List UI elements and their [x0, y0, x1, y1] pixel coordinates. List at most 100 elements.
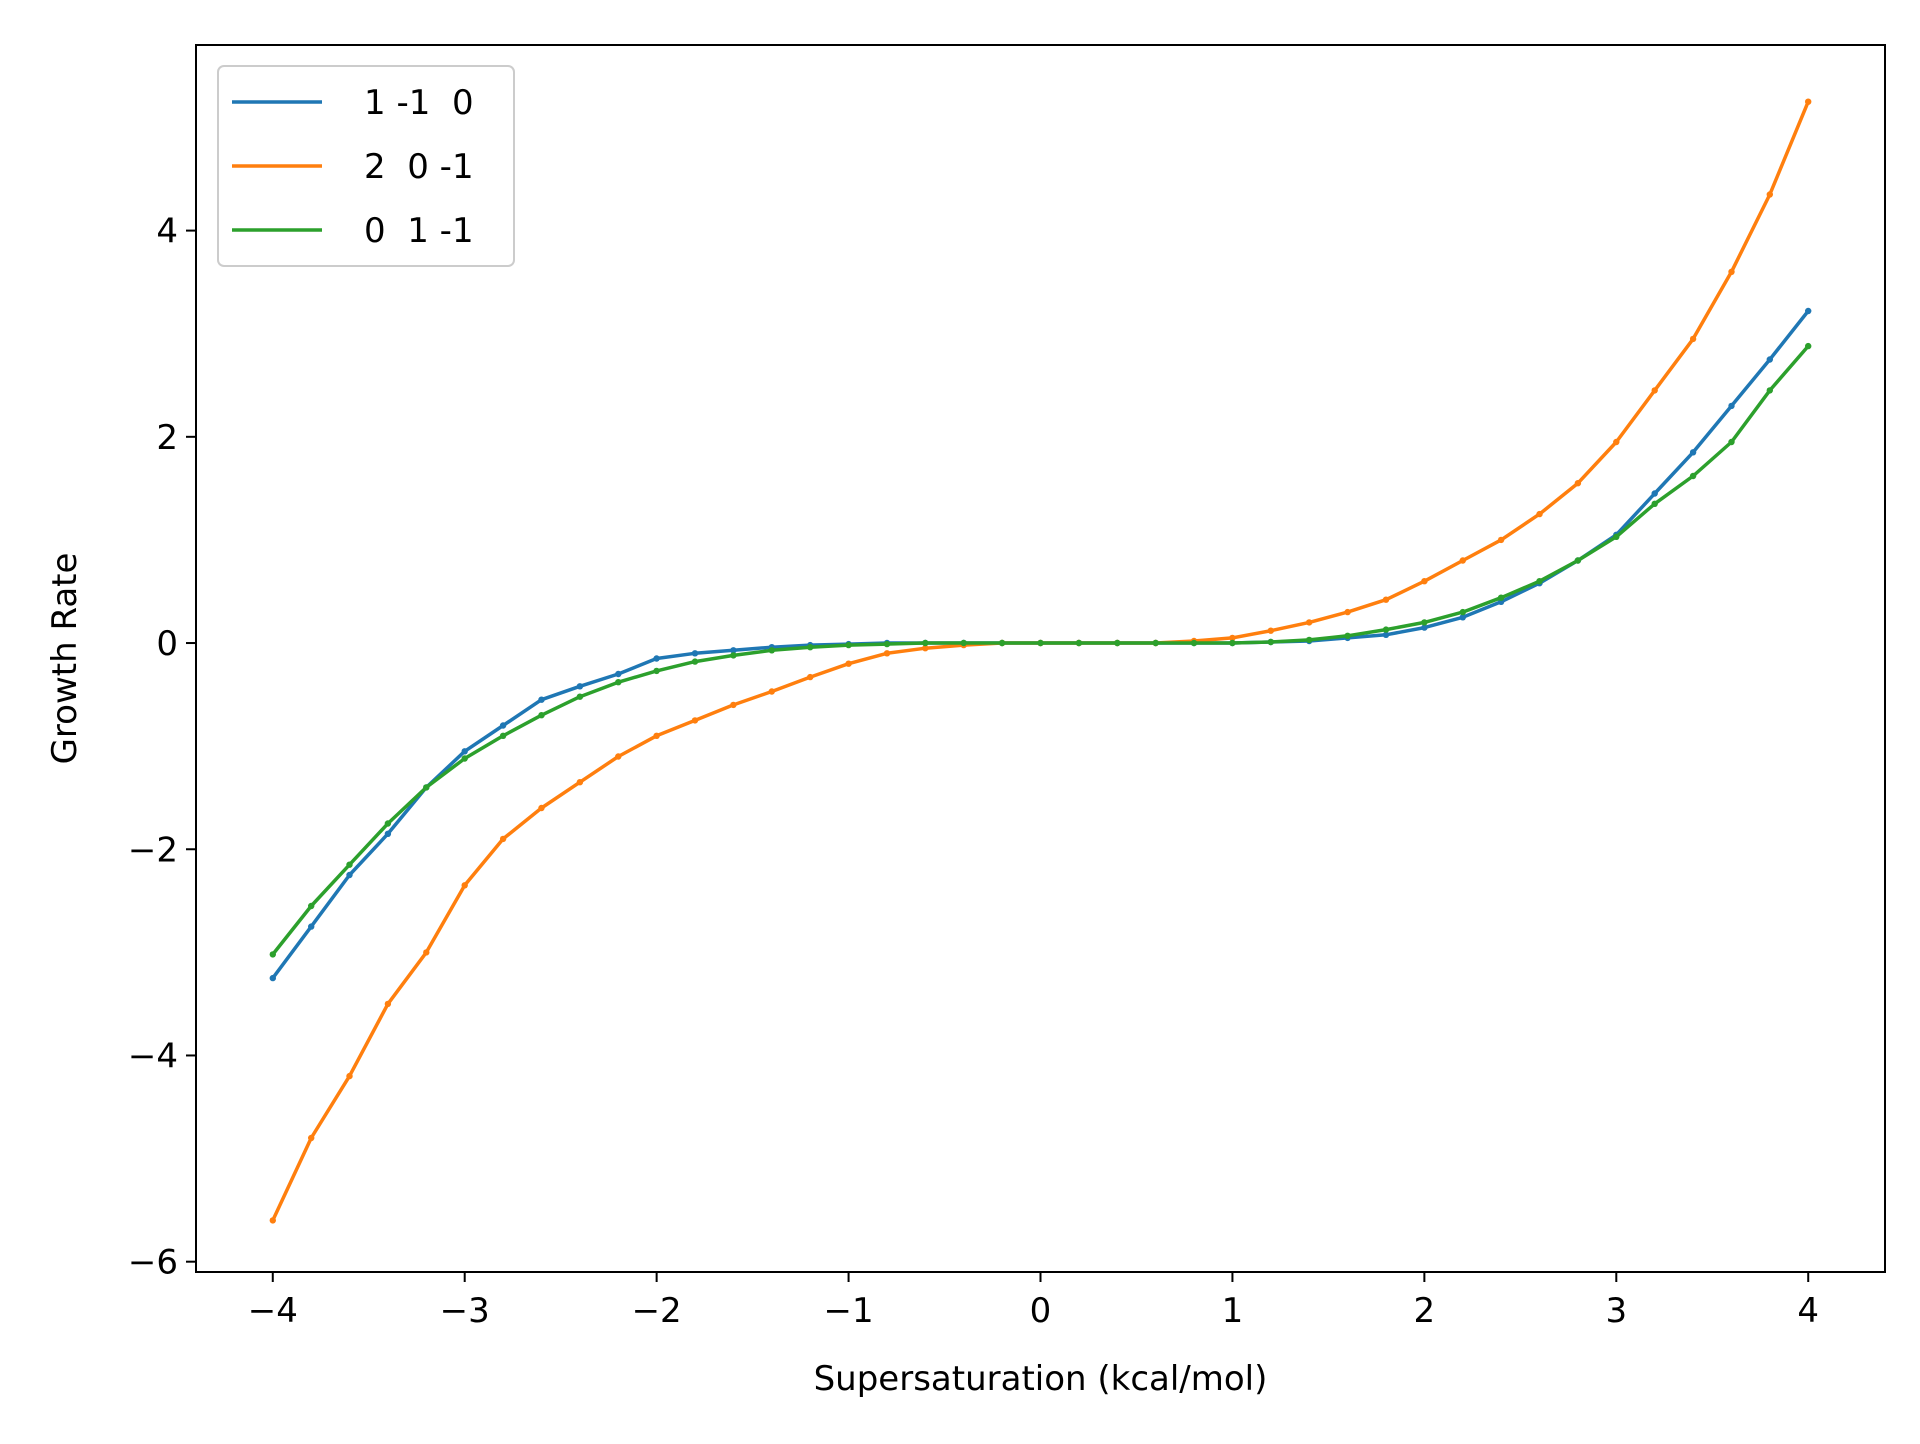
data-point: [576, 779, 584, 786]
data-point: [653, 655, 660, 662]
data-point: [1421, 578, 1428, 585]
legend-box: [217, 65, 515, 267]
series-layer: [269, 98, 1812, 1224]
data-point: [269, 1217, 276, 1224]
x-axis: −4 −3 −2 −1 0 1 2 3 4: [248, 1272, 1819, 1331]
data-point: [1728, 438, 1735, 446]
data-point: [423, 949, 430, 956]
x-tick-label: 0: [1030, 1291, 1052, 1331]
data-point: [269, 974, 276, 982]
data-point: [1766, 191, 1774, 198]
data-point: [1037, 639, 1044, 647]
data-point: [1421, 619, 1428, 626]
y-tick-label: −6: [128, 1243, 178, 1283]
series-3: [269, 342, 1812, 958]
data-point: [1728, 268, 1735, 275]
data-point: [1114, 639, 1121, 647]
y-tick-label: −2: [128, 830, 178, 870]
data-point: [423, 784, 430, 791]
data-point: [653, 732, 660, 739]
data-point: [461, 755, 468, 762]
data-point: [1651, 490, 1658, 497]
data-point: [883, 650, 891, 657]
data-point: [653, 667, 660, 675]
data-point: [269, 951, 276, 958]
data-point: [1382, 626, 1390, 633]
data-point: [691, 717, 699, 724]
y-tick-label: 4: [156, 212, 178, 252]
data-point: [499, 835, 507, 843]
legend: 1 -1 0 2 0 -1 0 1 -1: [217, 65, 515, 267]
data-point: [845, 660, 852, 667]
data-point: [615, 670, 622, 678]
data-point: [883, 640, 891, 648]
data-point: [1805, 307, 1812, 315]
data-point: [845, 641, 852, 649]
data-point: [1651, 500, 1658, 507]
data-point: [1689, 472, 1697, 480]
data-point: [1382, 631, 1390, 638]
x-tick-label: 2: [1414, 1291, 1436, 1331]
data-point: [1382, 596, 1390, 603]
data-point: [807, 644, 814, 651]
data-point: [922, 645, 929, 652]
data-point: [691, 658, 699, 665]
data-point: [922, 639, 929, 647]
data-point: [960, 639, 967, 647]
data-point: [346, 1072, 353, 1080]
data-point: [730, 652, 737, 659]
data-point: [384, 830, 392, 837]
legend-label: 1 -1 0: [364, 83, 474, 123]
x-tick-label: −3: [440, 1291, 490, 1331]
data-point: [615, 753, 622, 760]
x-tick-label: 1: [1222, 1291, 1244, 1331]
data-point: [1267, 627, 1275, 634]
data-point: [1459, 608, 1467, 616]
data-point: [308, 923, 315, 930]
data-point: [308, 1134, 315, 1142]
data-point: [1306, 619, 1313, 626]
data-point: [346, 861, 353, 868]
data-point: [499, 732, 507, 739]
data-point: [461, 748, 468, 755]
data-point: [1306, 636, 1313, 644]
data-point: [1267, 638, 1275, 646]
y-axis-label: Growth Rate: [45, 553, 85, 765]
data-point: [1229, 634, 1236, 642]
data-point: [538, 712, 545, 719]
data-point: [461, 882, 468, 889]
data-point: [384, 1000, 392, 1008]
data-point: [1497, 536, 1505, 544]
data-point: [768, 688, 775, 695]
data-point: [499, 722, 507, 729]
data-point: [1689, 335, 1697, 343]
data-point: [1344, 632, 1351, 639]
data-point: [768, 647, 775, 654]
data-point: [1459, 614, 1467, 621]
data-point: [346, 871, 353, 879]
data-point: [1536, 510, 1543, 518]
y-tick-label: −4: [128, 1036, 178, 1076]
data-point: [691, 650, 699, 657]
data-point: [1613, 533, 1620, 540]
x-tick-label: −4: [248, 1291, 298, 1331]
data-point: [730, 647, 737, 654]
legend-item: 1 -1 0: [232, 83, 474, 123]
y-axis: −6 −4 −2 0 2 4: [128, 212, 196, 1283]
data-point: [1766, 387, 1774, 394]
data-point: [730, 701, 737, 709]
legend-label: 0 1 -1: [364, 211, 474, 251]
y-tick-label: 2: [156, 418, 178, 458]
data-point: [1689, 449, 1697, 456]
x-tick-label: −1: [824, 1291, 874, 1331]
data-point: [538, 696, 545, 703]
legend-item: 2 0 -1: [232, 147, 474, 187]
data-point: [1766, 356, 1774, 363]
x-tick-label: 4: [1797, 1291, 1819, 1331]
data-point: [1574, 557, 1582, 564]
data-point: [1344, 608, 1351, 616]
data-point: [1075, 639, 1083, 647]
data-point: [1152, 639, 1159, 647]
data-point: [1728, 402, 1735, 410]
